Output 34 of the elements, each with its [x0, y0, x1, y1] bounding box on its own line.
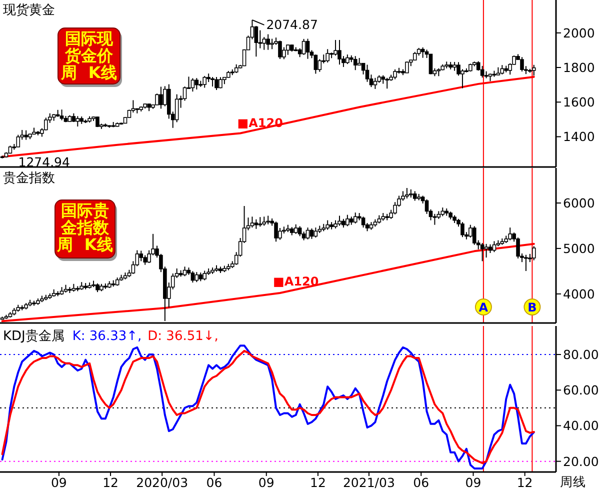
x-tick-label: 2021/03 [343, 475, 395, 490]
y-tick-label: 5000 [563, 240, 595, 256]
annotation: 国际现货金价周 K线 [60, 29, 117, 82]
y-tick-label: 60.00 [563, 382, 599, 398]
ref-line-label: B [528, 300, 537, 314]
x-tick-label: 2020/03 [136, 475, 188, 490]
annotation: 2074.87 [266, 16, 318, 32]
chart-title: KDJ贵金属 [3, 329, 64, 344]
x-tick-label: 12 [310, 475, 326, 490]
y-tick-label: 80.00 [563, 346, 599, 362]
x-tick-label: 09 [465, 475, 482, 490]
x-tick-label: 09 [50, 475, 67, 490]
x-tick-label: 06 [206, 475, 222, 490]
x-tick-label: 09 [258, 475, 274, 490]
series-label: K: 36.33↑, [72, 329, 142, 344]
y-tick-label: 1800 [563, 60, 595, 75]
y-tick-label: 1400 [563, 129, 595, 144]
chart-title: 现货黄金 [3, 3, 55, 18]
ref-line-label: A [478, 300, 489, 314]
y-tick-label: 2000 [563, 25, 595, 40]
annotation: 1274.94 [18, 154, 70, 170]
y-tick-label: 6000 [563, 196, 595, 210]
x-tick-label: 12 [102, 475, 118, 490]
series-label: D: 36.51↓, [148, 329, 218, 344]
text: 周线 [560, 474, 586, 489]
y-tick-label: 20.00 [563, 454, 599, 469]
y-tick-label: 40.00 [563, 418, 599, 434]
annotation: 国际贵金指数周 K线 [56, 201, 113, 254]
annotation: ■A120 [273, 274, 319, 288]
y-tick-label: 4000 [563, 286, 595, 302]
x-tick-label: 12 [516, 475, 533, 490]
x-tick-label: 06 [413, 475, 430, 490]
chart-title: 贵金指数 [3, 171, 55, 186]
y-tick-label: 1600 [563, 94, 595, 110]
